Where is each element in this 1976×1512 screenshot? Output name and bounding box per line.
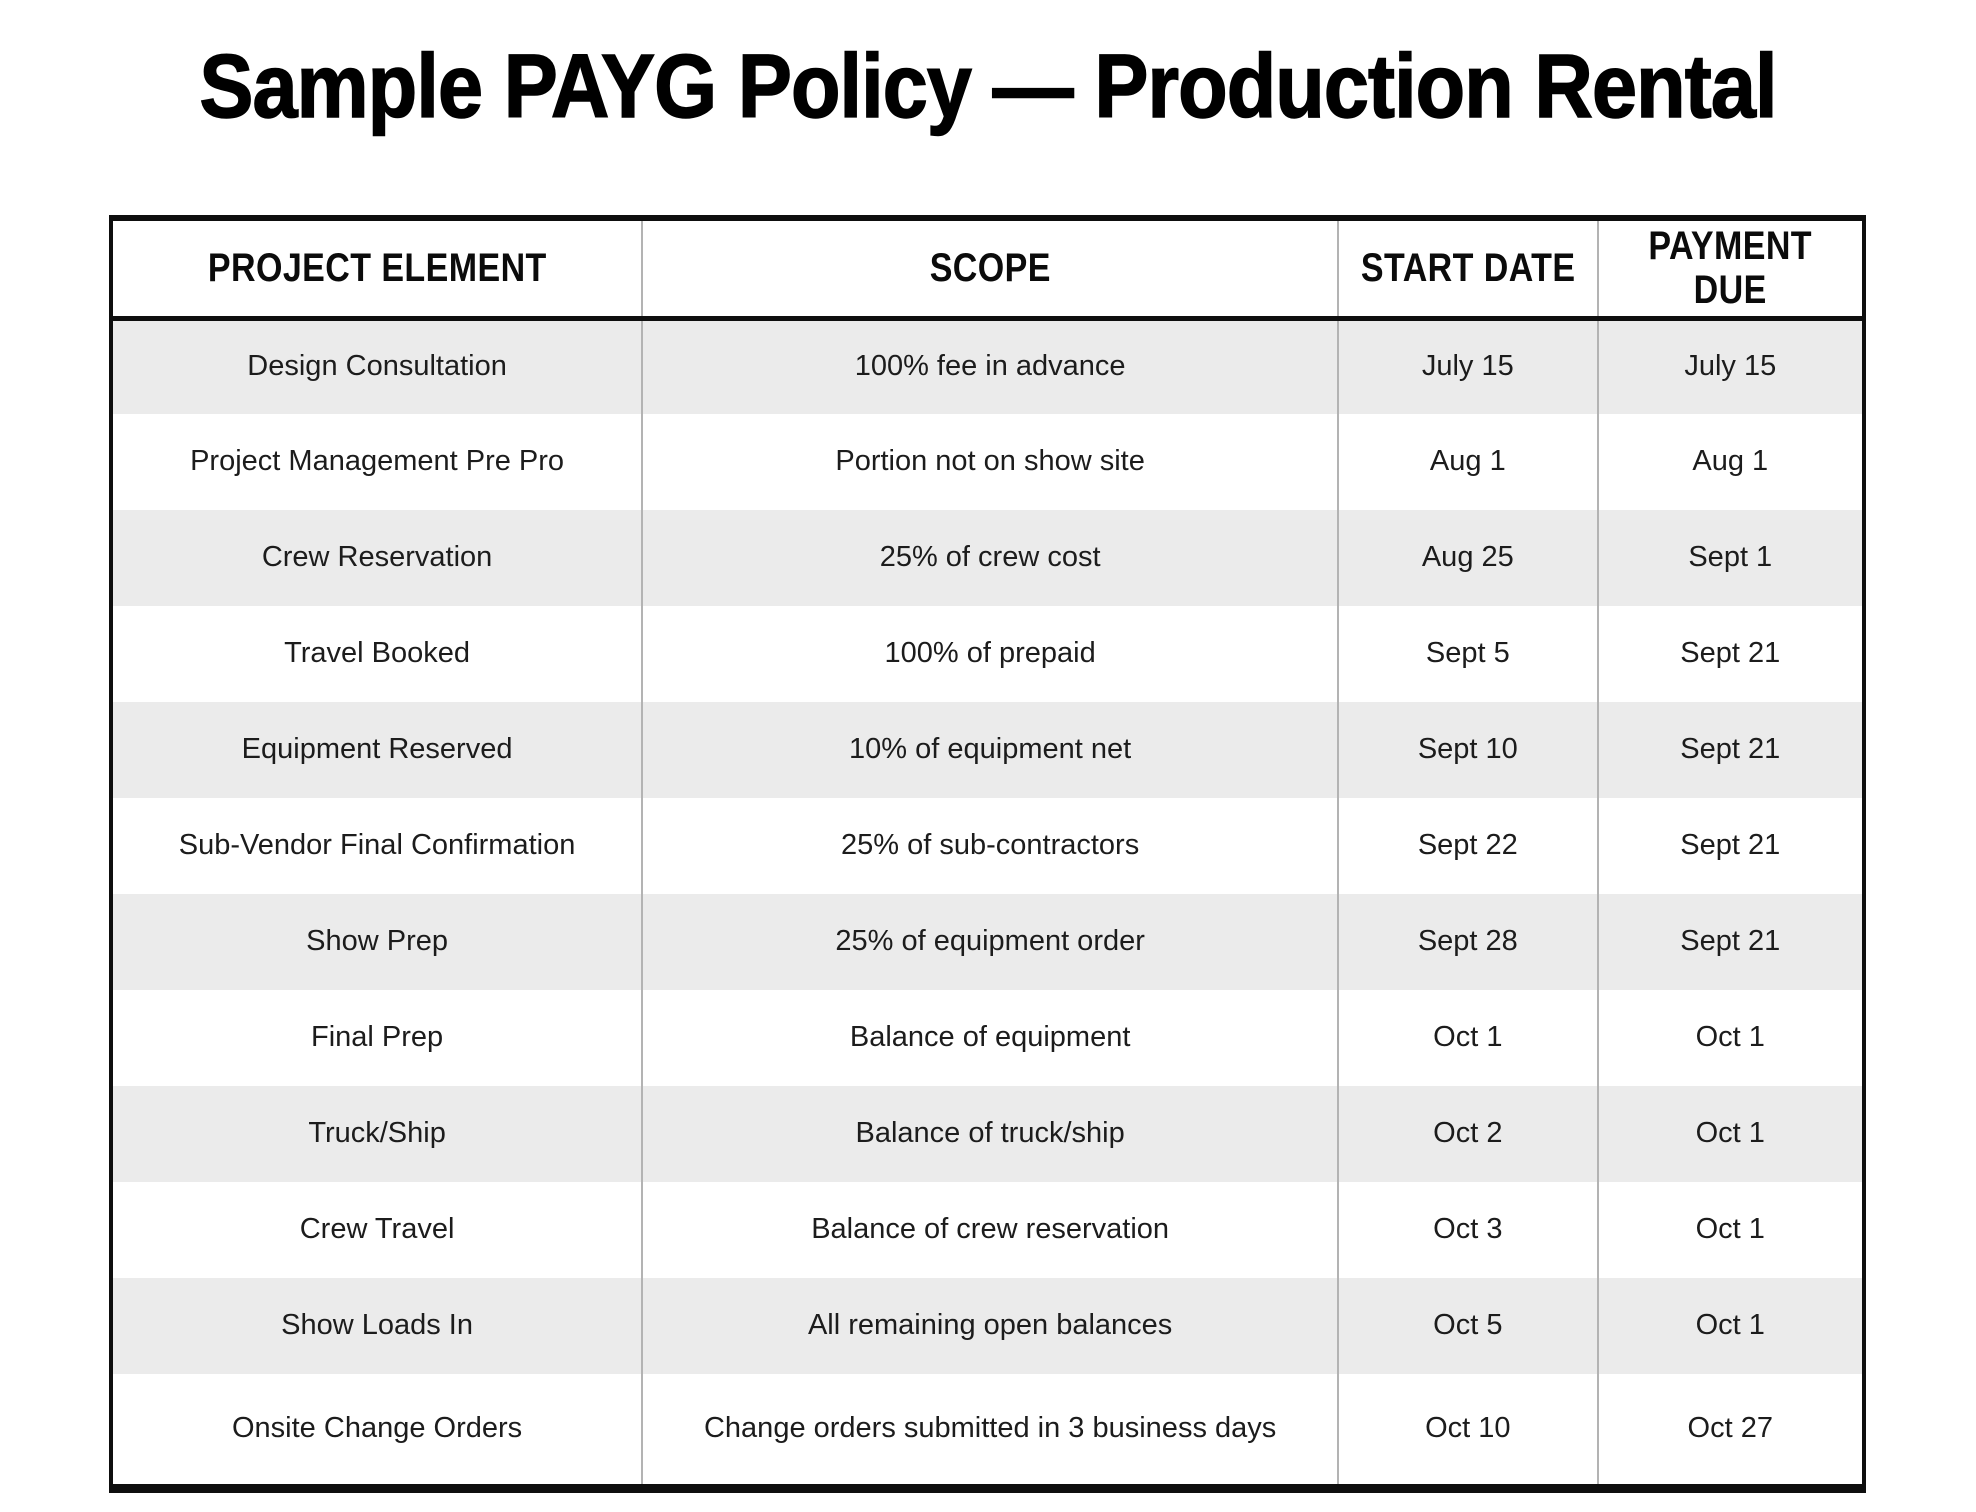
cell-payment-due: Sept 21 (1596, 894, 1864, 991)
column-header-label: START DATE (1360, 246, 1576, 291)
column-header-start-date: START DATE (1337, 218, 1598, 321)
cell-project-element: Final Prep (310, 1021, 444, 1054)
cell-start-date: Sept 28 (1337, 894, 1598, 991)
cell-payment-due: Sept 21 (1596, 702, 1864, 799)
cell-scope: 25% of crew cost (641, 510, 1339, 607)
cell-start-date: Oct 1 (1337, 990, 1598, 1087)
cell-project-element: Design Consultation (247, 350, 507, 383)
table-row: Crew Reservation 25% of crew cost Aug 25 Se… (111, 510, 1864, 607)
cell-scope: 25% of equipment order (641, 894, 1339, 991)
cell-start-date: Oct 3 (1337, 1182, 1598, 1279)
cell-project-element: Equipment Reserved (241, 733, 513, 766)
column-header-payment-due: PAYMENT DUE (1596, 218, 1864, 321)
cell-payment-due: Sept 21 (1596, 798, 1864, 895)
cell-start-date: Oct 10 (1337, 1374, 1598, 1489)
table-row: Design Consultation 100% fee in advance Ju… (111, 318, 1864, 415)
column-header-project-element: PROJECT ELEMENT (111, 218, 643, 321)
table-row: Travel Booked 100% of prepaid Sept 5 Sept 2… (111, 606, 1864, 703)
table-row: Final Prep Balance of equipment Oct 1 Oct 1 (111, 990, 1864, 1087)
cell-project-element: Crew Travel (299, 1213, 455, 1246)
cell-payment-due: Oct 1 (1596, 1086, 1864, 1183)
cell-scope: Change orders submitted in 3 business da… (641, 1374, 1339, 1489)
cell-start-date: Sept 10 (1337, 702, 1598, 799)
cell-start-date: Sept 5 (1337, 606, 1598, 703)
column-header-label: SCOPE (929, 246, 1051, 291)
cell-start-date: Oct 5 (1337, 1278, 1598, 1375)
cell-scope: All remaining open balances (641, 1278, 1339, 1375)
column-header-label: PAYMENT DUE (1648, 224, 1813, 313)
column-header-label: PROJECT ELEMENT (207, 246, 547, 291)
table-row: Equipment Reserved 10% of equipment net Se… (111, 702, 1864, 799)
table-row: Truck/Ship Balance of truck/ship Oct 2 Oct … (111, 1086, 1864, 1183)
cell-project-element: Travel Booked (284, 637, 471, 670)
cell-project-element: Onsite Change Orders (232, 1412, 523, 1445)
cell-project-element: Show Prep (306, 925, 448, 958)
cell-start-date: July 15 (1337, 318, 1598, 415)
table-row: Onsite Change Orders Change orders submit… (111, 1374, 1864, 1489)
cell-start-date: Sept 22 (1337, 798, 1598, 895)
cell-start-date: Oct 2 (1337, 1086, 1598, 1183)
cell-start-date: Aug 1 (1337, 414, 1598, 511)
cell-payment-due: Sept 1 (1596, 510, 1864, 607)
payg-table: PROJECT ELEMENT SCOPE START DATE PAYMENT… (109, 215, 1866, 1493)
cell-scope: 10% of equipment net (641, 702, 1339, 799)
cell-scope: 100% fee in advance (641, 318, 1339, 415)
table-row: Project Management Pre Pro Portion not on… (111, 414, 1864, 511)
table-body: Design Consultation 100% fee in advance Ju… (111, 318, 1864, 1489)
payg-policy-table: PROJECT ELEMENT SCOPE START DATE PAYMENT… (109, 215, 1866, 1493)
cell-payment-due: Oct 1 (1596, 990, 1864, 1087)
cell-project-element: Sub-Vendor Final Confirmation (178, 829, 576, 862)
table-row: Show Prep 25% of equipment order Sept 28 Se… (111, 894, 1864, 991)
cell-payment-due: Oct 27 (1596, 1374, 1864, 1489)
cell-scope: Balance of equipment (641, 990, 1339, 1087)
cell-payment-due: Sept 21 (1596, 606, 1864, 703)
cell-project-element: Truck/Ship (308, 1117, 446, 1150)
cell-scope: Portion not on show site (641, 414, 1339, 511)
cell-project-element: Project Management Pre Pro (190, 445, 565, 478)
cell-project-element: Show Loads In (281, 1309, 473, 1342)
cell-payment-due: Oct 1 (1596, 1278, 1864, 1375)
cell-scope: Balance of truck/ship (641, 1086, 1339, 1183)
cell-scope: 100% of prepaid (641, 606, 1339, 703)
table-row: Show Loads In All remaining open balances… (111, 1278, 1864, 1375)
cell-payment-due: Aug 1 (1596, 414, 1864, 511)
column-header-scope: SCOPE (641, 218, 1339, 321)
cell-payment-due: July 15 (1596, 318, 1864, 415)
table-row: Sub-Vendor Final Confirmation 25% of sub-… (111, 798, 1864, 895)
cell-scope: 25% of sub-contractors (641, 798, 1339, 895)
cell-start-date: Aug 25 (1337, 510, 1598, 607)
cell-scope: Balance of crew reservation (641, 1182, 1339, 1279)
table-header-row: PROJECT ELEMENT SCOPE START DATE PAYMENT… (111, 218, 1864, 321)
cell-payment-due: Oct 1 (1596, 1182, 1864, 1279)
table-row: Crew Travel Balance of crew reservation Oc… (111, 1182, 1864, 1279)
page-title: Sample PAYG Policy — Production Rental (199, 36, 1778, 138)
cell-project-element: Crew Reservation (261, 541, 493, 574)
